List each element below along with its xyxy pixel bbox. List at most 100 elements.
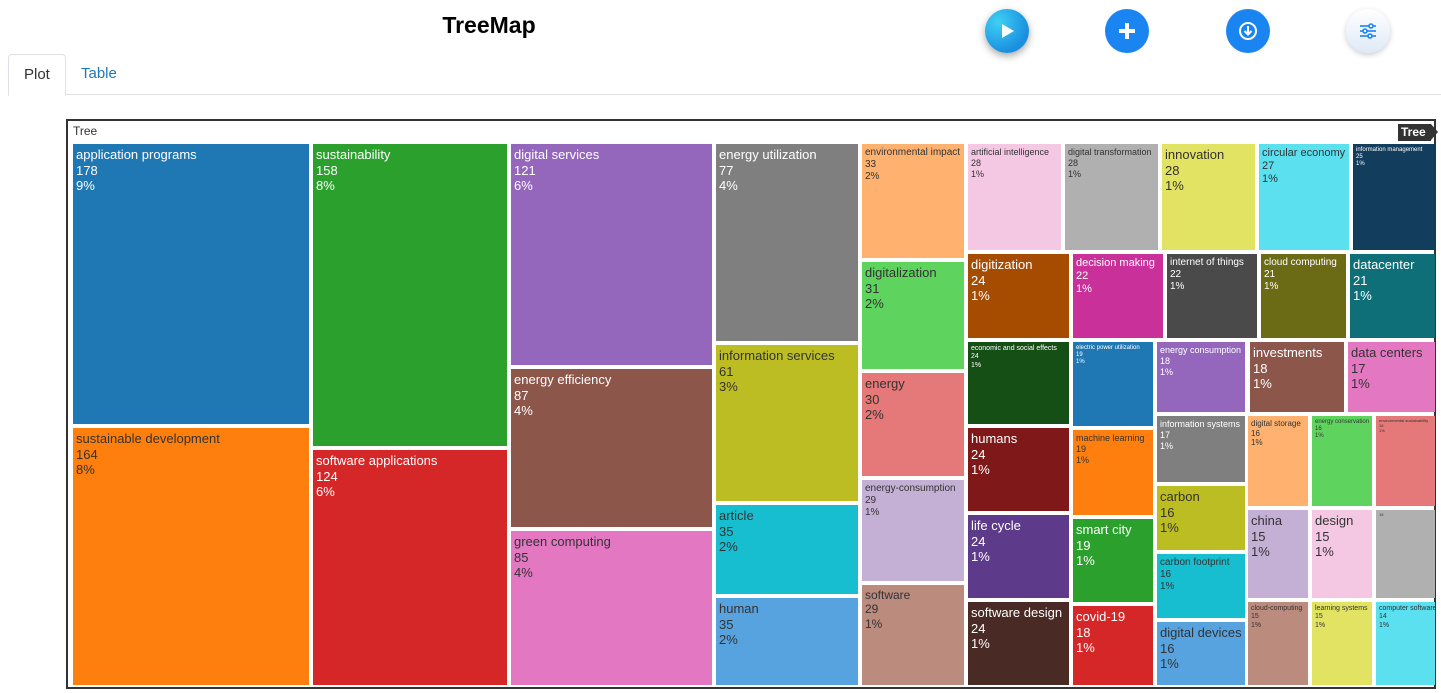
tile-value: 17 bbox=[1351, 360, 1366, 376]
treemap-tile[interactable]: environmental sustainability 16 1% bbox=[1376, 416, 1435, 506]
treemap-tile[interactable]: digital devices 16 1% bbox=[1157, 622, 1245, 685]
tile-label: sustainable development bbox=[76, 431, 220, 446]
treemap-tile[interactable]: sustainability 158 8% bbox=[313, 144, 507, 446]
treemap-tile[interactable]: investments 18 1% bbox=[1250, 342, 1344, 412]
tile-value: 22 bbox=[1076, 270, 1089, 283]
treemap-tile[interactable]: design 15 1% bbox=[1312, 510, 1372, 598]
treemap-tile[interactable]: carbon footprint 16 1% bbox=[1157, 554, 1245, 618]
treemap-tile[interactable]: information management 25 1% bbox=[1353, 144, 1435, 250]
tile-value: 61 bbox=[719, 363, 734, 379]
tile-label: energy consumption bbox=[1160, 345, 1242, 355]
treemap-tile[interactable]: 15 bbox=[1376, 510, 1435, 598]
tile-percent: 1% bbox=[1315, 621, 1326, 629]
tile-label: environmental impact bbox=[865, 147, 961, 158]
add-button[interactable] bbox=[1105, 9, 1149, 53]
treemap-tile[interactable]: artificial intelligence 28 1% bbox=[968, 144, 1061, 250]
treemap-tile[interactable]: digitization 24 1% bbox=[968, 254, 1069, 338]
tile-label: energy efficiency bbox=[514, 372, 612, 387]
treemap-tile[interactable]: circular economy 27 1% bbox=[1259, 144, 1349, 250]
tile-value: 16 bbox=[1379, 422, 1384, 428]
tile-value: 19 bbox=[1076, 352, 1083, 359]
tile-value: 24 bbox=[971, 353, 979, 361]
tile-label: digital devices bbox=[1160, 625, 1242, 640]
tile-value: 16 bbox=[1160, 569, 1172, 580]
treemap-tile[interactable]: electric power utilization 19 1% bbox=[1073, 342, 1153, 426]
treemap-tile[interactable]: information systems 17 1% bbox=[1157, 416, 1245, 482]
download-button[interactable] bbox=[1226, 9, 1270, 53]
treemap-tile[interactable]: energy-consumption 29 1% bbox=[862, 480, 964, 581]
tile-percent: 2% bbox=[865, 171, 880, 182]
treemap-tile[interactable]: innovation 28 1% bbox=[1162, 144, 1255, 250]
treemap-tile[interactable]: sustainable development 164 8% bbox=[73, 428, 309, 685]
treemap-tile[interactable]: application programs 178 9% bbox=[73, 144, 309, 424]
tile-value: 15 bbox=[1315, 528, 1330, 544]
treemap-tile[interactable]: learning systems 15 1% bbox=[1312, 602, 1372, 685]
treemap-tile[interactable]: energy 30 2% bbox=[862, 373, 964, 476]
treemap-tile[interactable]: data centers 17 1% bbox=[1348, 342, 1435, 412]
settings-button[interactable] bbox=[1346, 9, 1390, 53]
treemap-pathbar[interactable]: Tree bbox=[1398, 124, 1438, 141]
treemap-tile[interactable]: digital transformation 28 1% bbox=[1065, 144, 1158, 250]
tab-bar: Plot Table bbox=[8, 54, 1441, 96]
treemap-tile[interactable]: energy efficiency 87 4% bbox=[511, 369, 712, 527]
tile-percent: 1% bbox=[971, 462, 990, 478]
tab-plot[interactable]: Plot bbox=[8, 54, 66, 96]
treemap-tile[interactable]: smart city 19 1% bbox=[1073, 519, 1153, 602]
tile-value: 17 bbox=[1160, 429, 1171, 440]
treemap-tile[interactable]: software design 24 1% bbox=[968, 602, 1069, 685]
treemap-tile[interactable]: machine learning 19 1% bbox=[1073, 430, 1153, 515]
tile-percent: 1% bbox=[1379, 621, 1390, 629]
treemap-tile[interactable]: human 35 2% bbox=[716, 598, 858, 685]
treemap-tile[interactable]: article 35 2% bbox=[716, 505, 858, 594]
tile-label: information services bbox=[719, 348, 835, 363]
treemap-tile[interactable]: humans 24 1% bbox=[968, 428, 1069, 511]
tile-value: 35 bbox=[719, 616, 734, 632]
treemap-tile[interactable]: internet of things 22 1% bbox=[1167, 254, 1257, 338]
play-button[interactable] bbox=[985, 9, 1029, 53]
tile-percent: 1% bbox=[1253, 376, 1272, 392]
treemap-root-label[interactable]: Tree bbox=[73, 124, 98, 138]
tile-value: 15 bbox=[1379, 512, 1384, 517]
treemap-tile[interactable]: covid-19 18 1% bbox=[1073, 606, 1153, 685]
treemap-tile[interactable]: digital services 121 6% bbox=[511, 144, 712, 365]
tile-label: energy conservation bbox=[1315, 419, 1370, 425]
tile-value: 15 bbox=[1251, 613, 1259, 621]
tile-percent: 1% bbox=[865, 616, 883, 631]
treemap-tile[interactable]: life cycle 24 1% bbox=[968, 515, 1069, 598]
treemap-tile[interactable]: carbon 16 1% bbox=[1157, 486, 1245, 550]
treemap-tile[interactable]: energy utilization 77 4% bbox=[716, 144, 858, 341]
tile-label: digital services bbox=[514, 147, 600, 162]
tile-label: article bbox=[719, 508, 754, 523]
treemap-tile[interactable]: energy conservation 16 1% bbox=[1312, 416, 1372, 506]
treemap-tile[interactable]: software 29 1% bbox=[862, 585, 964, 685]
tile-percent: 1% bbox=[1076, 454, 1090, 465]
tile-label: energy utilization bbox=[719, 147, 817, 162]
tile-percent: 6% bbox=[514, 178, 533, 194]
tile-value: 25 bbox=[1356, 154, 1363, 161]
treemap-tile[interactable]: green computing 85 4% bbox=[511, 531, 712, 685]
treemap-tile[interactable]: cloud-computing 15 1% bbox=[1248, 602, 1308, 685]
treemap-tile[interactable]: computer software 14 1% bbox=[1376, 602, 1435, 685]
treemap-tile[interactable]: china 15 1% bbox=[1248, 510, 1308, 598]
treemap-tile[interactable]: economic and social effects 24 1% bbox=[968, 342, 1069, 424]
tile-percent: 2% bbox=[865, 296, 884, 312]
treemap-tile[interactable]: environmental impact 33 2% bbox=[862, 144, 964, 258]
tile-label: electric power utilization bbox=[1076, 345, 1140, 351]
tile-label: economic and social effects bbox=[971, 345, 1057, 352]
tile-label: internet of things bbox=[1170, 257, 1244, 268]
treemap-tile[interactable]: information services 61 3% bbox=[716, 345, 858, 501]
treemap-tile[interactable]: digitalization 31 2% bbox=[862, 262, 964, 369]
tab-table[interactable]: Table bbox=[81, 65, 117, 82]
treemap-tile[interactable]: datacenter 21 1% bbox=[1350, 254, 1435, 338]
treemap-tile[interactable]: cloud computing 21 1% bbox=[1261, 254, 1346, 338]
treemap-tile[interactable]: energy consumption 18 1% bbox=[1157, 342, 1245, 412]
tile-label: information systems bbox=[1160, 419, 1241, 429]
treemap-tile[interactable]: decision making 22 1% bbox=[1073, 254, 1163, 338]
tile-label: digitization bbox=[971, 257, 1033, 272]
tile-label: computer software bbox=[1379, 605, 1435, 612]
tile-value: 158 bbox=[316, 162, 338, 178]
tile-percent: 1% bbox=[1160, 440, 1174, 451]
treemap-tile[interactable]: software applications 124 6% bbox=[313, 450, 507, 685]
treemap-tile[interactable]: digital storage 16 1% bbox=[1248, 416, 1308, 506]
